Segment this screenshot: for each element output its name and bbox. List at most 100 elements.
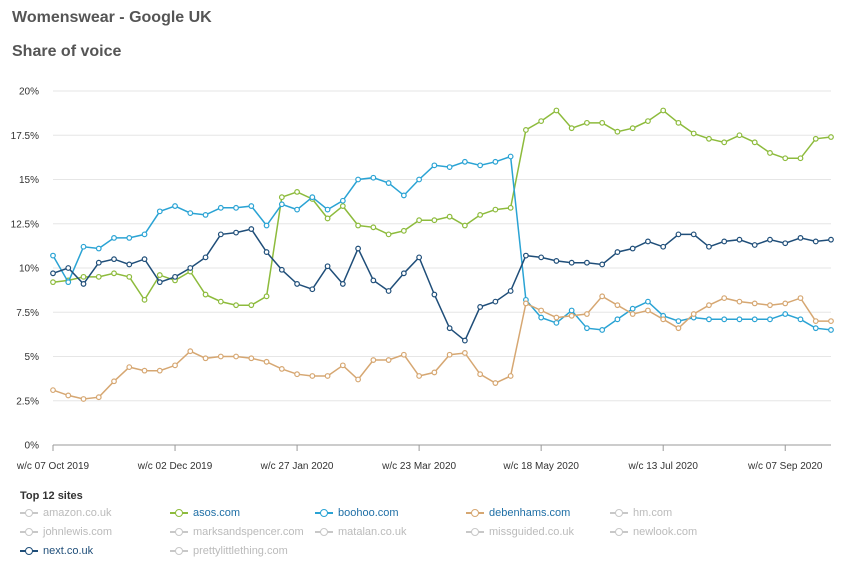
legend-label: newlook.com (633, 526, 698, 538)
data-point-debenhams-com (828, 318, 834, 325)
data-point-debenhams-com (690, 311, 697, 317)
data-point-asos-com (461, 222, 468, 229)
data-point-next-co-uk (751, 242, 758, 248)
data-point-asos-com (812, 135, 819, 142)
data-point-debenhams-com (95, 394, 102, 401)
data-point-next-co-uk (172, 273, 178, 280)
data-point-next-co-uk (645, 238, 651, 245)
data-point-boohoo-com (828, 327, 834, 333)
legend-item-amazon-co-uk[interactable]: amazon.co.uk (20, 507, 111, 519)
data-point-boohoo-com (263, 222, 270, 229)
data-point-asos-com (645, 118, 651, 124)
legend-label: asos.com (193, 507, 241, 519)
data-point-boohoo-com (355, 176, 361, 183)
data-point-next-co-uk (400, 270, 407, 277)
data-point-asos-com (202, 291, 209, 298)
line-chart: 0% 2.5% 5% 7.5% 10% 12.5% 15% 17.5% 20% w/c 07 Oc… (11, 87, 834, 472)
data-point-boohoo-com (812, 325, 819, 332)
data-point-asos-com (706, 135, 712, 142)
data-point-asos-com (370, 224, 377, 231)
data-point-debenhams-com (492, 380, 499, 386)
data-point-debenhams-com (111, 378, 117, 385)
legend-item-matalan-co-uk[interactable]: matalan.co.uk (315, 526, 406, 538)
legend-item-marksandspencer-com[interactable]: marksandspencer.com (170, 526, 304, 538)
data-point-next-co-uk (507, 288, 514, 294)
legend-item-boohoo-com[interactable]: boohoo.com (315, 507, 399, 519)
data-point-next-co-uk (416, 254, 423, 261)
y-tick-label: 10% (19, 264, 39, 275)
data-point-asos-com (217, 298, 224, 305)
data-point-boohoo-com (553, 319, 560, 326)
data-point-next-co-uk (141, 256, 148, 263)
x-tick-label: w/c 13 Jul 2020 (627, 461, 698, 472)
data-point-asos-com (50, 279, 56, 286)
legend-label: matalan.co.uk (338, 526, 407, 538)
data-point-next-co-uk (523, 252, 529, 259)
legend-item-debenhams-com[interactable]: debenhams.com (466, 507, 570, 519)
x-tick-label: w/c 07 Sep 2020 (747, 461, 823, 472)
data-point-debenhams-com (736, 298, 743, 305)
legend-swatch-icon (610, 527, 628, 537)
data-point-boohoo-com (339, 197, 346, 204)
data-point-debenhams-com (599, 293, 606, 300)
data-point-next-co-uk (812, 238, 819, 245)
y-tick-label: 20% (19, 87, 39, 98)
data-point-debenhams-com (721, 295, 728, 301)
data-point-boohoo-com (385, 180, 392, 186)
data-point-next-co-uk (50, 270, 56, 277)
data-point-debenhams-com (233, 353, 239, 360)
data-point-debenhams-com (202, 355, 209, 362)
x-tick-label: w/c 27 Jan 2020 (260, 461, 334, 472)
data-point-boohoo-com (767, 316, 773, 323)
data-point-next-co-uk (385, 288, 392, 294)
data-point-next-co-uk (797, 235, 804, 241)
legend-label: amazon.co.uk (43, 507, 112, 519)
data-point-next-co-uk (660, 243, 667, 250)
y-tick-label: 12.5% (11, 219, 39, 230)
data-point-next-co-uk (721, 238, 728, 245)
data-point-boohoo-com (706, 316, 712, 323)
data-point-next-co-uk (278, 266, 285, 273)
data-point-next-co-uk (553, 258, 560, 264)
data-point-asos-com (736, 132, 743, 139)
data-point-asos-com (233, 302, 239, 309)
data-point-boohoo-com (675, 318, 682, 325)
data-point-debenhams-com (65, 392, 72, 399)
data-point-asos-com (675, 119, 682, 126)
data-point-next-co-uk (355, 245, 361, 252)
data-point-boohoo-com (141, 231, 148, 238)
data-point-next-co-uk (629, 245, 636, 252)
data-point-debenhams-com (248, 355, 255, 362)
legend-item-johnlewis-com[interactable]: johnlewis.com (20, 526, 112, 538)
data-point-boohoo-com (416, 176, 423, 183)
data-point-boohoo-com (507, 153, 514, 160)
data-point-asos-com (126, 273, 133, 280)
data-point-asos-com (629, 125, 636, 132)
legend-swatch-icon (20, 527, 38, 537)
data-point-asos-com (355, 222, 361, 229)
legend-item-asos-com[interactable]: asos.com (170, 507, 240, 519)
data-point-boohoo-com (370, 174, 377, 181)
data-point-debenhams-com (706, 302, 712, 309)
data-point-boohoo-com (65, 279, 72, 286)
legend-swatch-icon (610, 508, 628, 518)
data-point-asos-com (400, 227, 407, 234)
data-point-next-co-uk (95, 259, 102, 266)
data-point-next-co-uk (233, 229, 239, 236)
legend-item-prettylittlething-com[interactable]: prettylittlething.com (170, 545, 288, 557)
data-point-asos-com (660, 107, 667, 114)
data-point-next-co-uk (156, 279, 163, 286)
data-point-asos-com (568, 125, 575, 132)
legend-item-newlook-com[interactable]: newlook.com (610, 526, 697, 538)
data-point-debenhams-com (675, 325, 682, 332)
legend-item-hm-com[interactable]: hm.com (610, 507, 672, 519)
data-point-debenhams-com (385, 357, 392, 363)
data-point-boohoo-com (568, 307, 575, 314)
legend-item-missguided-co-uk[interactable]: missguided.co.uk (466, 526, 574, 538)
data-point-asos-com (507, 204, 514, 211)
data-point-debenhams-com (751, 300, 758, 307)
legend-item-next-co-uk[interactable]: next.co.uk (20, 545, 93, 557)
data-point-boohoo-com (751, 316, 758, 323)
x-tick-label: w/c 23 Mar 2020 (381, 461, 456, 472)
data-point-debenhams-com (767, 302, 773, 309)
